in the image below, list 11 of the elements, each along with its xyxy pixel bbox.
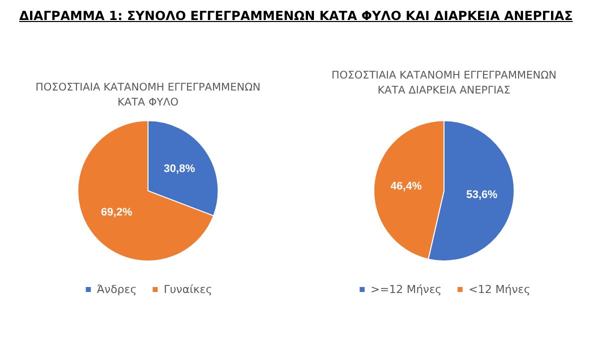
legend-label: <12 Μήνες xyxy=(468,283,530,296)
data-label: 53,6% xyxy=(466,189,498,202)
chart-title: ΠΟΣΟΣΤΙΑΙΑ ΚΑΤΑΝΟΜΗ ΕΓΓΕΓΡΑΜΜΕΝΩΝ ΚΑΤΑ ΔΙΑΡΚΕΙΑ ΑΝΕΡΓΙΑΣ xyxy=(332,70,556,96)
legend-label: Γυναίκες xyxy=(164,283,212,296)
data-label: 69,2% xyxy=(101,206,132,218)
data-label: 46,4% xyxy=(390,180,422,192)
legend-label: Άνδρες xyxy=(96,283,137,296)
chart-title: ΠΟΣΟΣΤΙΑΙΑ ΚΑΤΑΝΟΜΗ ΕΓΓΕΓΡΑΜΜΕΝΩΝ ΚΑΤΑ ΦΥΛΟ xyxy=(36,82,260,108)
legend-label: >=12 Μήνες xyxy=(370,283,442,296)
text: ΔΙΑΓΡΑΜΜΑ 1: ΣΥΝΟΛΟ ΕΓΓΕΓΡΑΜΜΕΝΩΝ ΚΑΤΑ ΦΥΛΟ ΚΑΙ ΔΙΑΡΚΕΙΑ ΑΝΕΡΓΙΑΣ xyxy=(18,8,574,23)
data-label: 30,8% xyxy=(164,163,196,176)
